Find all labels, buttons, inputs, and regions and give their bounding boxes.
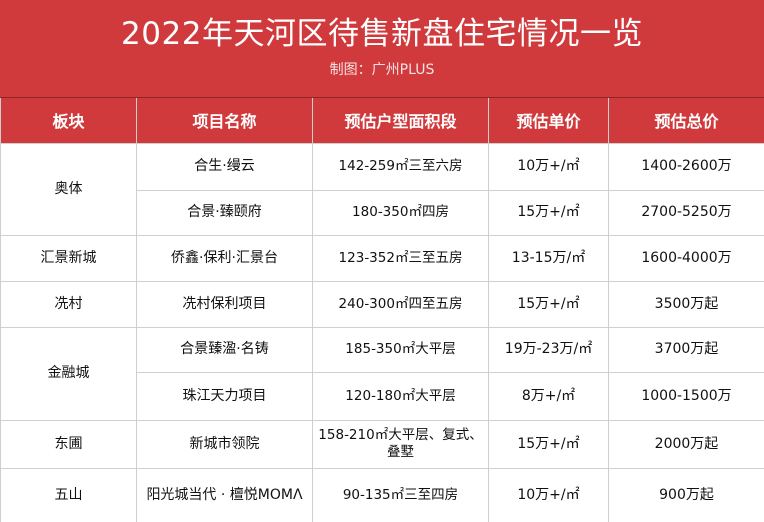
- area-cell: 180-350㎡四房: [312, 189, 489, 236]
- unit-price-cell: 13-15万/㎡: [488, 234, 609, 282]
- total-price-cell: 3700万起: [608, 326, 764, 373]
- block-cell: 东圃: [0, 419, 137, 469]
- area-cell: 240-300㎡四至五房: [312, 280, 489, 328]
- project-cell: 合景臻溋·名铸: [136, 326, 313, 373]
- area-cell: 158-210㎡大平层、复式、叠墅: [312, 419, 489, 469]
- column-header-total-price: 预估总价: [608, 98, 764, 144]
- area-cell: 123-352㎡三至五房: [312, 234, 489, 282]
- total-price-cell: 900万起: [608, 467, 764, 522]
- table-row: 汇景新城 侨鑫·保利·汇景台 123-352㎡三至五房 13-15万/㎡ 160…: [0, 234, 764, 282]
- unit-price-cell: 8万+/㎡: [488, 371, 609, 421]
- block-cell: 汇景新城: [0, 234, 137, 282]
- area-cell: 90-135㎡三至四房: [312, 467, 489, 522]
- area-cell: 185-350㎡大平层: [312, 326, 489, 373]
- block-cell: 金融城: [0, 326, 137, 421]
- column-header-block: 板块: [0, 98, 137, 144]
- column-header-project: 项目名称: [136, 98, 313, 144]
- project-cell: 合生·缦云: [136, 142, 313, 191]
- unit-price-cell: 15万+/㎡: [488, 419, 609, 469]
- title-banner: 2022年天河区待售新盘住宅情况一览 制图：广州PLUS: [0, 0, 764, 98]
- table-row: 金融城 合景臻溋·名铸 185-350㎡大平层 19万-23万/㎡ 3700万起: [0, 326, 764, 421]
- unit-price-cell: 19万-23万/㎡: [488, 326, 609, 373]
- total-price-cell: 2700-5250万: [608, 189, 764, 236]
- listings-table: 板块 项目名称 预估户型面积段 预估单价 预估总价 奥体 合生·缦云 142-2…: [0, 98, 764, 522]
- project-cell: 珠江天力项目: [136, 371, 313, 421]
- column-header-unit-price: 预估单价: [488, 98, 609, 144]
- block-cell: 奥体: [0, 142, 137, 236]
- table-row: 东圃 新城市领院 158-210㎡大平层、复式、叠墅 15万+/㎡ 2000万起: [0, 419, 764, 469]
- table-header-row: 板块 项目名称 预估户型面积段 预估单价 预估总价: [0, 98, 764, 144]
- project-cell: 阳光城当代 · 檀悦MOMΛ: [136, 467, 313, 522]
- project-cell: 合景·臻颐府: [136, 189, 313, 236]
- credit-line: 制图：广州PLUS: [329, 62, 435, 78]
- total-price-cell: 1000-1500万: [608, 371, 764, 421]
- page-title: 2022年天河区待售新盘住宅情况一览: [121, 16, 643, 52]
- total-price-cell: 2000万起: [608, 419, 764, 469]
- table-row: 五山 阳光城当代 · 檀悦MOMΛ 90-135㎡三至四房 10万+/㎡ 900…: [0, 467, 764, 522]
- unit-price-cell: 15万+/㎡: [488, 280, 609, 328]
- total-price-cell: 3500万起: [608, 280, 764, 328]
- area-cell: 142-259㎡三至六房: [312, 142, 489, 191]
- total-price-cell: 1600-4000万: [608, 234, 764, 282]
- block-cell: 五山: [0, 467, 137, 522]
- project-cell: 侨鑫·保利·汇景台: [136, 234, 313, 282]
- table-row: 珠江天力项目 120-180㎡大平层 8万+/㎡ 1000-1500万: [1, 371, 764, 421]
- area-cell: 120-180㎡大平层: [312, 371, 489, 421]
- unit-price-cell: 10万+/㎡: [488, 142, 609, 191]
- table-row: 合景·臻颐府 180-350㎡四房 15万+/㎡ 2700-5250万: [1, 189, 764, 236]
- unit-price-cell: 15万+/㎡: [488, 189, 609, 236]
- column-header-area: 预估户型面积段: [312, 98, 489, 144]
- table-row: 奥体 合生·缦云 142-259㎡三至六房 10万+/㎡ 1400-2600万: [0, 142, 764, 236]
- project-cell: 冼村保利项目: [136, 280, 313, 328]
- table-row: 冼村 冼村保利项目 240-300㎡四至五房 15万+/㎡ 3500万起: [0, 280, 764, 328]
- block-cell: 冼村: [0, 280, 137, 328]
- unit-price-cell: 10万+/㎡: [488, 467, 609, 522]
- project-cell: 新城市领院: [136, 419, 313, 469]
- total-price-cell: 1400-2600万: [608, 142, 764, 191]
